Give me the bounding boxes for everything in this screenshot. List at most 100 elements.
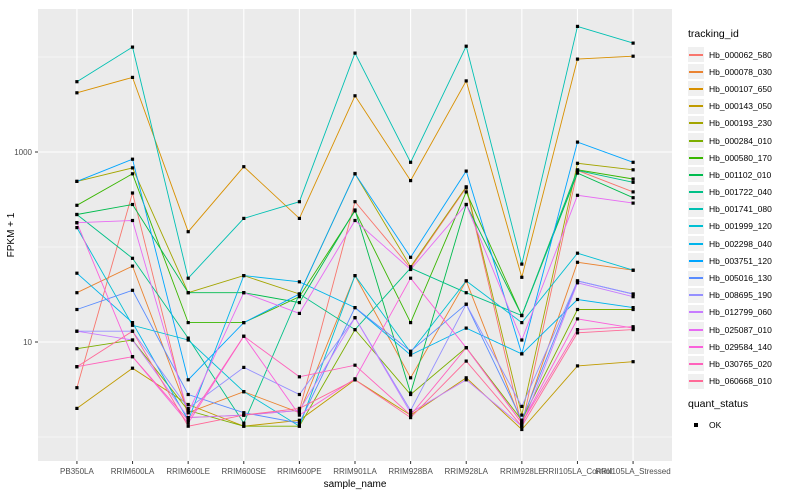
data-point xyxy=(520,352,524,356)
legend-key-swatch xyxy=(688,287,704,303)
legend-item-Hb_005016_130: Hb_005016_130 xyxy=(688,269,772,286)
data-point xyxy=(186,421,190,425)
data-point xyxy=(409,353,413,357)
data-point xyxy=(242,413,246,417)
data-point xyxy=(130,329,135,333)
data-point xyxy=(186,291,190,295)
legend-item-Hb_001999_120: Hb_001999_120 xyxy=(688,218,772,235)
legend-item-label: Hb_000143_050 xyxy=(709,101,772,112)
data-point xyxy=(186,338,190,342)
data-point xyxy=(297,375,301,379)
legend-key-swatch xyxy=(688,356,704,372)
data-point xyxy=(130,366,135,370)
data-point xyxy=(186,416,190,420)
legend-key-line xyxy=(689,122,703,125)
data-point xyxy=(575,57,580,61)
legend-item-Hb_000580_170: Hb_000580_170 xyxy=(688,149,772,166)
data-point xyxy=(353,363,357,367)
legend-key-swatch xyxy=(688,115,704,131)
legend-item-label: Hb_030765_020 xyxy=(709,358,772,369)
data-point xyxy=(575,364,580,368)
x-tick-label: RRII105LA_Stressed xyxy=(595,467,670,476)
data-point xyxy=(464,302,468,306)
legend-key-swatch xyxy=(688,322,704,338)
legend-key-line xyxy=(689,191,703,194)
legend-item-Hb_000193_230: Hb_000193_230 xyxy=(688,115,772,132)
data-point xyxy=(464,79,468,83)
data-point xyxy=(353,306,357,310)
data-point xyxy=(130,218,135,223)
data-point xyxy=(631,325,635,329)
legend-item-label: Hb_005016_130 xyxy=(709,273,772,284)
data-point xyxy=(353,328,357,332)
data-point xyxy=(130,323,135,327)
legend-key-line xyxy=(689,208,703,211)
data-point xyxy=(297,411,301,415)
legend-item-label: Hb_001102_010 xyxy=(709,169,772,180)
legend-item-Hb_029584_140: Hb_029584_140 xyxy=(688,338,772,355)
legend-item-label: Hb_012799_060 xyxy=(709,307,772,318)
data-point xyxy=(75,365,79,369)
data-point xyxy=(520,413,524,417)
legend-key-swatch xyxy=(688,47,704,63)
data-point xyxy=(186,402,190,407)
data-point xyxy=(242,216,246,220)
legend-key-swatch xyxy=(688,81,704,97)
black-square-marker-icon xyxy=(694,422,698,427)
data-point xyxy=(464,185,468,189)
data-point xyxy=(75,221,79,225)
data-point xyxy=(353,208,357,212)
data-point xyxy=(75,291,79,295)
data-point xyxy=(297,301,301,305)
data-point xyxy=(242,365,246,369)
data-point xyxy=(297,200,301,204)
data-point xyxy=(409,408,413,413)
legend-item-label: Hb_000107_650 xyxy=(709,83,772,94)
legend-key-line xyxy=(689,242,703,245)
data-point xyxy=(130,338,135,342)
legend-item-Hb_008695_190: Hb_008695_190 xyxy=(688,287,772,304)
data-point xyxy=(575,279,580,283)
data-point xyxy=(409,413,413,417)
data-point xyxy=(631,201,635,205)
data-point xyxy=(631,360,635,364)
data-point xyxy=(631,168,635,172)
data-point xyxy=(631,268,635,272)
legend-item-label: Hb_029584_140 xyxy=(709,341,772,352)
legend-item-label: Hb_000193_230 xyxy=(709,118,772,129)
legend-key-line xyxy=(689,311,703,314)
data-point xyxy=(353,316,357,320)
data-point xyxy=(409,160,413,164)
data-point xyxy=(464,190,468,194)
data-point xyxy=(186,406,190,410)
y-tick-label: 10 xyxy=(23,338,32,347)
data-point xyxy=(631,295,635,299)
legend-item-label: Hb_008695_190 xyxy=(709,290,772,301)
x-tick-label: RRIM600PE xyxy=(277,467,321,476)
legend-item-Hb_025087_010: Hb_025087_010 xyxy=(688,321,772,338)
data-point xyxy=(353,172,357,176)
quant-legend-items: OK xyxy=(688,416,748,433)
x-tick-label: RRIM600LE xyxy=(166,467,210,476)
data-point xyxy=(75,226,79,230)
legend-key-swatch xyxy=(688,236,704,252)
legend-item-Hb_001102_010: Hb_001102_010 xyxy=(688,166,772,183)
y-axis-title: FPKM + 1 xyxy=(6,212,17,257)
data-point xyxy=(242,421,246,425)
data-point xyxy=(464,202,468,207)
legend-key-line xyxy=(689,225,703,228)
data-point xyxy=(297,280,301,284)
data-point xyxy=(130,172,135,176)
legend-item-Hb_060668_010: Hb_060668_010 xyxy=(688,373,772,390)
data-point xyxy=(631,190,635,194)
data-point xyxy=(130,202,135,207)
data-point xyxy=(353,200,357,204)
data-point xyxy=(409,376,413,380)
data-point xyxy=(575,140,580,144)
data-point xyxy=(409,179,413,183)
legend-key-line xyxy=(689,139,703,142)
data-point xyxy=(631,177,635,181)
legend-item-label: Hb_025087_010 xyxy=(709,324,772,335)
